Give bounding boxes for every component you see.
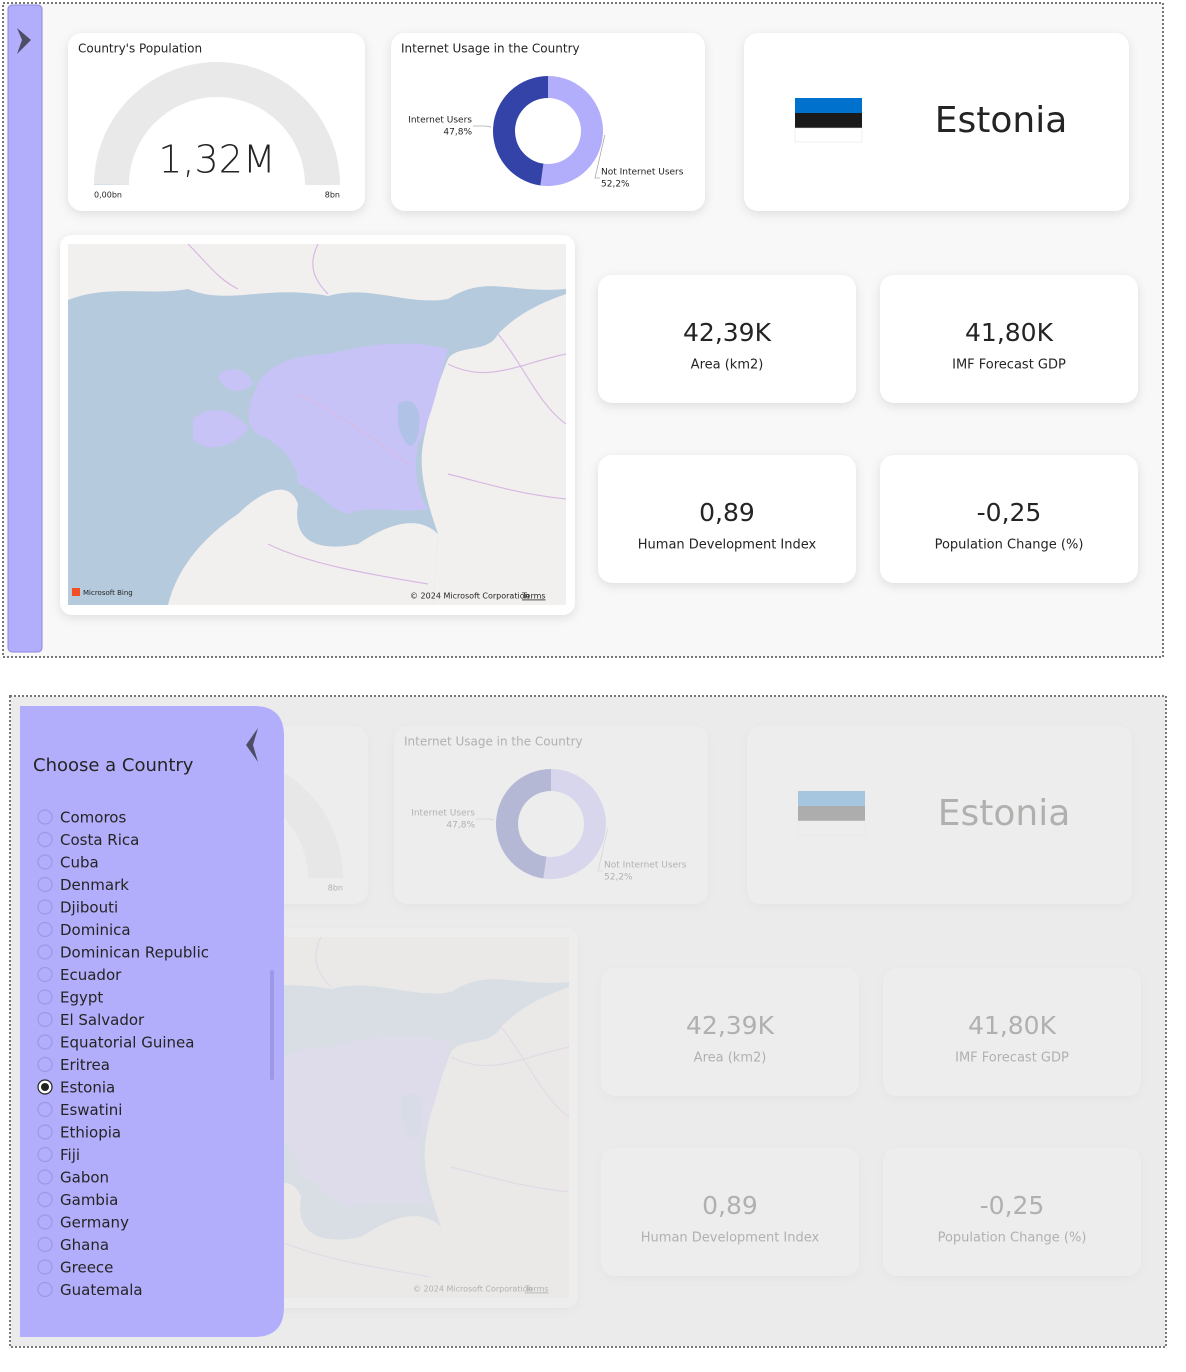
scrollbar[interactable] bbox=[270, 970, 274, 1080]
radio[interactable] bbox=[37, 1146, 53, 1163]
slicer-item[interactable]: Gabon bbox=[60, 1169, 109, 1187]
radio[interactable] bbox=[37, 831, 53, 848]
slicer-pane bbox=[20, 706, 284, 1337]
kpi-value: -0,25 bbox=[977, 498, 1042, 527]
kpi-value: 41,80K bbox=[965, 318, 1054, 347]
card bbox=[744, 33, 1129, 211]
card bbox=[880, 275, 1138, 403]
gauge-track bbox=[94, 62, 340, 185]
slicer-item[interactable]: Equatorial Guinea bbox=[60, 1034, 194, 1052]
collapsed-pane[interactable] bbox=[7, 4, 43, 653]
kpi-label: Human Development Index bbox=[638, 538, 817, 553]
donut-label: Internet Users bbox=[408, 116, 472, 126]
country-name: Estonia bbox=[935, 100, 1068, 141]
flag-white bbox=[794, 127, 863, 143]
slicer-title: Choose a Country bbox=[33, 755, 194, 776]
slicer-item[interactable]: Estonia bbox=[60, 1079, 115, 1097]
slicer-item[interactable]: Cuba bbox=[60, 854, 99, 872]
radio[interactable] bbox=[37, 1191, 53, 1208]
radio[interactable] bbox=[37, 899, 53, 915]
slicer-item[interactable]: El Salvador bbox=[60, 1011, 145, 1029]
radio[interactable] bbox=[37, 966, 53, 983]
kpi-value: 0,89 bbox=[699, 498, 755, 527]
slicer-item[interactable]: Ghana bbox=[60, 1236, 109, 1254]
card bbox=[68, 33, 365, 211]
slicer-item[interactable]: Djibouti bbox=[60, 899, 118, 917]
flag-blue bbox=[795, 98, 862, 113]
radio[interactable] bbox=[37, 1214, 53, 1230]
radio[interactable] bbox=[37, 1101, 53, 1118]
card bbox=[598, 275, 856, 403]
gauge-max: 8bn bbox=[325, 191, 340, 200]
slicer-item[interactable]: Greece bbox=[60, 1259, 113, 1277]
slicer-item[interactable]: Denmark bbox=[60, 876, 129, 894]
radio[interactable] bbox=[37, 989, 53, 1005]
map-terms: Terms bbox=[521, 592, 546, 601]
card bbox=[880, 455, 1138, 583]
radio[interactable] bbox=[37, 1034, 53, 1050]
slicer-item[interactable]: Eritrea bbox=[60, 1056, 110, 1074]
flag-black bbox=[795, 113, 862, 128]
slicer-item[interactable]: Ecuador bbox=[60, 966, 122, 984]
donut-label: Not Internet Users bbox=[601, 168, 684, 178]
slicer-item[interactable]: Egypt bbox=[60, 989, 103, 1007]
card bbox=[391, 33, 705, 211]
donut-slice bbox=[493, 76, 548, 186]
card bbox=[598, 455, 856, 583]
kpi-value: 42,39K bbox=[683, 318, 772, 347]
slicer-item[interactable]: Germany bbox=[60, 1214, 129, 1232]
slicer-item[interactable]: Comoros bbox=[60, 809, 126, 827]
radio[interactable] bbox=[37, 1259, 53, 1275]
radio[interactable] bbox=[37, 1124, 53, 1140]
radio[interactable] bbox=[37, 1169, 53, 1185]
dashboard: Country's Population 1,32M 0,00bn 8bn Intern… bbox=[60, 33, 1138, 615]
donut-title: Internet Usage in the Country bbox=[401, 42, 580, 56]
gauge-value: 1,32M bbox=[158, 138, 275, 182]
slicer: Choose a Country Comoros Costa Rica Cuba De… bbox=[20, 706, 284, 1337]
radio[interactable] bbox=[37, 1011, 53, 1028]
kpi-label: Area (km2) bbox=[691, 358, 764, 373]
expand-arrow[interactable] bbox=[17, 28, 31, 54]
slicer-item[interactable]: Dominica bbox=[60, 921, 131, 939]
radio[interactable] bbox=[37, 1236, 53, 1253]
gauge-title: Country's Population bbox=[78, 42, 202, 56]
bing-logo bbox=[72, 588, 80, 596]
radio[interactable] bbox=[37, 921, 53, 938]
gauge-min: 0,00bn bbox=[94, 191, 122, 200]
donut-value-label: 47,8% bbox=[443, 128, 472, 138]
radio[interactable] bbox=[37, 1056, 53, 1073]
slicer-item[interactable]: Guatemala bbox=[60, 1281, 143, 1299]
radio[interactable] bbox=[37, 1281, 53, 1298]
collapse-arrow[interactable] bbox=[246, 728, 258, 762]
kpi-label: Population Change (%) bbox=[935, 538, 1084, 553]
map-attribution: © 2024 Microsoft Corporation bbox=[410, 592, 530, 601]
radio[interactable] bbox=[37, 944, 53, 960]
radio[interactable] bbox=[37, 876, 53, 893]
slicer-item[interactable]: Gambia bbox=[60, 1191, 118, 1209]
slicer-item[interactable]: Eswatini bbox=[60, 1101, 122, 1119]
donut-slice bbox=[540, 76, 604, 186]
map-brand: Microsoft Bing bbox=[83, 589, 133, 597]
donut-value-label: 52,2% bbox=[601, 180, 630, 190]
slicer-item[interactable]: Costa Rica bbox=[60, 831, 139, 849]
map bbox=[68, 244, 566, 605]
leader-line bbox=[594, 134, 606, 179]
slicer-item[interactable]: Dominican Republic bbox=[60, 944, 209, 962]
radio[interactable] bbox=[37, 809, 53, 825]
radio[interactable] bbox=[37, 854, 53, 870]
radio-dot bbox=[41, 1083, 49, 1091]
slicer-item[interactable]: Fiji bbox=[60, 1146, 80, 1164]
leader-line bbox=[473, 125, 492, 128]
slicer-item[interactable]: Ethiopia bbox=[60, 1124, 121, 1142]
kpi-label: IMF Forecast GDP bbox=[952, 358, 1066, 373]
